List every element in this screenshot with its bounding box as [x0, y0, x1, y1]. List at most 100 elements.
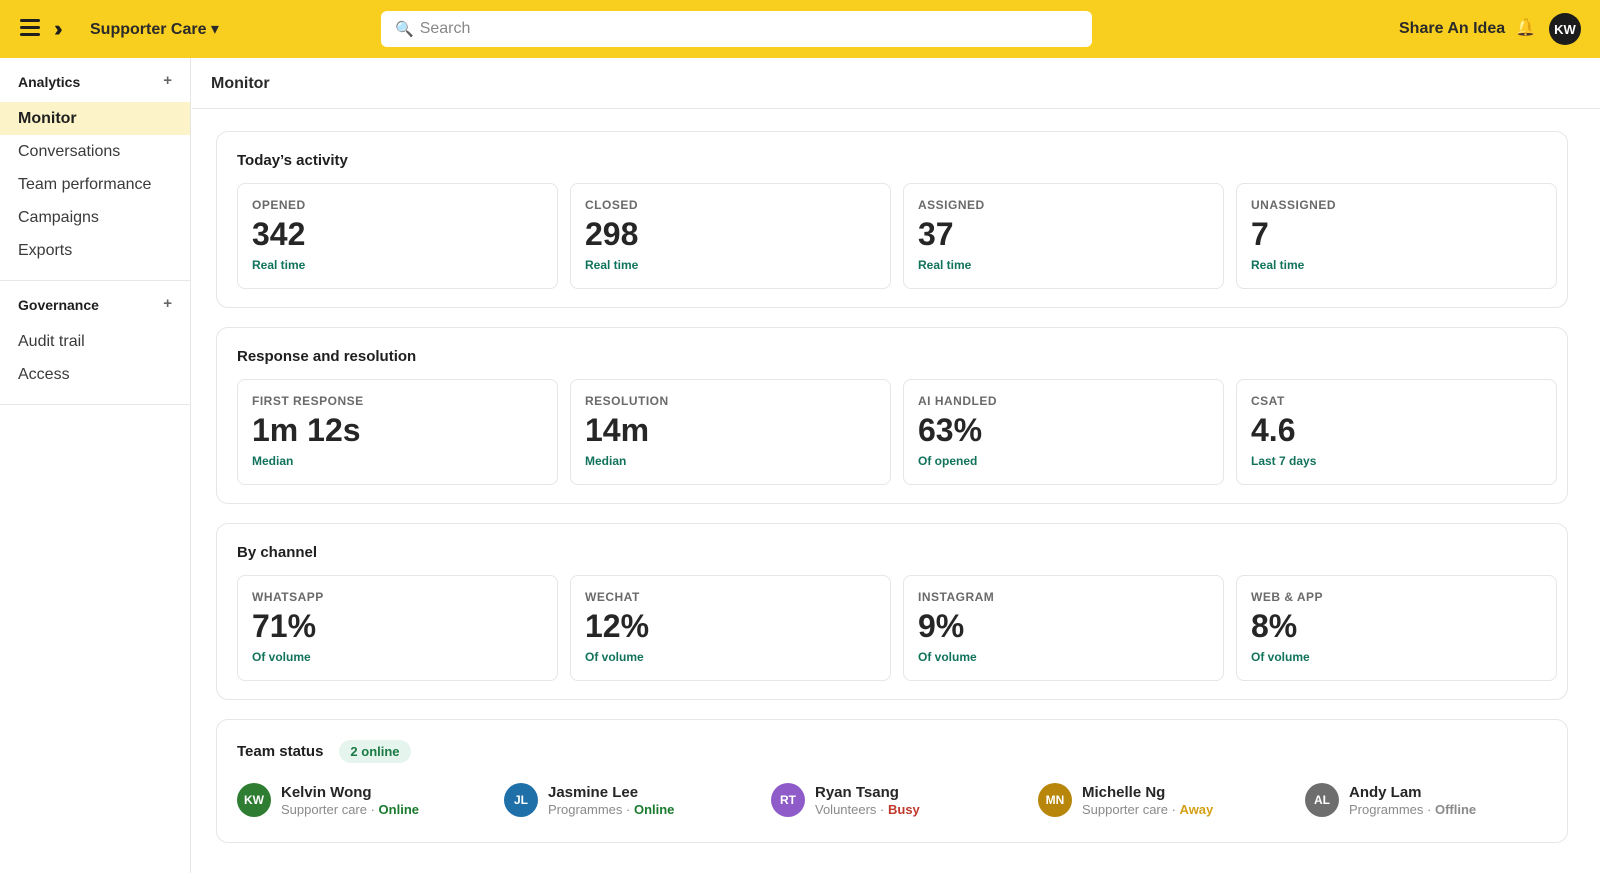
stat-card-first-response: FIRST RESPONSE 1m 12s Median	[237, 379, 558, 485]
page-title: Monitor	[192, 58, 1600, 109]
share-idea-button[interactable]: Share An Idea	[1399, 20, 1506, 37]
stat-card-closed: CLOSED 298 Real time	[570, 183, 891, 289]
stat-value: 9%	[918, 608, 965, 644]
stat-label: UNASSIGNED	[1251, 198, 1337, 212]
stat-card-instagram: INSTAGRAM 9% Of volume	[903, 575, 1224, 681]
team-member[interactable]: KW Kelvin Wong Supporter care · Online	[237, 783, 504, 817]
hamburger-menu-icon[interactable]	[20, 19, 40, 37]
team-member[interactable]: JL Jasmine Lee Programmes · Online	[504, 783, 771, 817]
team-member-list: KW Kelvin Wong Supporter care · Online J…	[237, 783, 1572, 817]
team-member[interactable]: MN Michelle Ng Supporter care · Away	[1038, 783, 1305, 817]
stat-card-ai-handled: AI HANDLED 63% Of opened	[903, 379, 1224, 485]
stat-card-opened: OPENED 342 Real time	[237, 183, 558, 289]
member-status: Online	[378, 801, 419, 817]
sidebar: Analytics + Monitor Conversations Team p…	[0, 58, 191, 873]
sidebar-item-campaigns[interactable]: Campaigns	[18, 208, 99, 226]
stat-label: RESOLUTION	[585, 394, 669, 408]
stat-card-resolution: RESOLUTION 14m Median	[570, 379, 891, 485]
member-status: Online	[633, 801, 675, 817]
double-chevron-right-icon[interactable]: ››	[54, 16, 62, 41]
panel-title: Team status	[237, 743, 324, 760]
sidebar-item-exports[interactable]: Exports	[18, 241, 73, 259]
stat-subtext: Real time	[585, 258, 639, 272]
stat-value: 37	[918, 216, 954, 252]
member-name: Ryan Tsang	[815, 783, 899, 801]
member-team: Supporter care ·	[1082, 801, 1180, 817]
divider	[0, 280, 190, 281]
avatar: KW	[237, 783, 271, 817]
member-team: Programmes ·	[1349, 801, 1435, 817]
stat-value: 1m 12s	[252, 412, 361, 448]
online-count-badge: 2 online	[339, 740, 411, 763]
search-input[interactable]	[419, 20, 1060, 38]
stat-subtext: Last 7 days	[1251, 454, 1317, 468]
sidebar-item-monitor[interactable]: Monitor	[0, 102, 190, 135]
stat-label: WECHAT	[585, 590, 640, 604]
stat-subtext: Of opened	[918, 454, 978, 468]
stat-value: 4.6	[1251, 412, 1296, 448]
avatar: MN	[1038, 783, 1072, 817]
stat-value: 342	[252, 216, 306, 252]
top-bar: ›› Supporter Care ▾ 🔍 Share An Idea 🔔 KW	[0, 0, 1600, 58]
panel-title: Response and resolution	[237, 348, 417, 365]
stat-subtext: Median	[252, 454, 294, 468]
stat-label: OPENED	[252, 198, 306, 212]
sidebar-section-analytics: Analytics +	[0, 58, 190, 102]
avatar: JL	[504, 783, 538, 817]
member-status: Busy	[888, 801, 920, 817]
sidebar-item-team-performance[interactable]: Team performance	[18, 175, 152, 193]
stat-card-wechat: WECHAT 12% Of volume	[570, 575, 891, 681]
sidebar-item-conversations[interactable]: Conversations	[18, 142, 121, 160]
member-team: Supporter care ·	[281, 801, 379, 817]
stat-card-unassigned: UNASSIGNED 7 Real time	[1236, 183, 1557, 289]
bell-icon[interactable]: 🔔	[1515, 18, 1537, 37]
stat-subtext: Of volume	[1251, 650, 1310, 664]
stat-value: 71%	[252, 608, 317, 644]
stat-subtext: Of volume	[918, 650, 977, 664]
member-team: Volunteers ·	[815, 801, 888, 817]
sidebar-section-title: Analytics	[18, 74, 81, 90]
stat-label: INSTAGRAM	[918, 590, 995, 604]
member-status: Offline	[1434, 801, 1477, 817]
stat-label: WEB & APP	[1251, 590, 1324, 604]
member-name: Jasmine Lee	[548, 783, 639, 801]
stat-subtext: Of volume	[585, 650, 644, 664]
panel-by-channel: By channel WHATSAPP 71% Of volume WECHAT…	[216, 523, 1568, 700]
stat-value: 8%	[1251, 608, 1298, 644]
stat-card-assigned: ASSIGNED 37 Real time	[903, 183, 1224, 289]
member-name: Michelle Ng	[1082, 783, 1166, 801]
workspace-switcher[interactable]: Supporter Care ▾	[90, 21, 219, 38]
stat-subtext: Real time	[252, 258, 306, 272]
stat-value: 63%	[918, 412, 983, 448]
plus-icon[interactable]: +	[163, 72, 172, 89]
stat-value: 298	[585, 216, 639, 252]
search-box[interactable]: 🔍	[381, 11, 1092, 47]
sidebar-section-title: Governance	[18, 297, 99, 313]
stat-label: AI HANDLED	[918, 394, 997, 408]
panel-response-resolution: Response and resolution FIRST RESPONSE 1…	[216, 327, 1568, 504]
sidebar-section-governance: Governance +	[0, 281, 190, 325]
panel-title: By channel	[237, 544, 318, 561]
stat-label: WHATSAPP	[252, 590, 324, 604]
member-status: Away	[1179, 801, 1214, 817]
stat-label: ASSIGNED	[918, 198, 985, 212]
stat-card-csat: CSAT 4.6 Last 7 days	[1236, 379, 1557, 485]
stat-value: 14m	[585, 412, 650, 448]
team-member[interactable]: AL Andy Lam Programmes · Offline	[1305, 783, 1572, 817]
sidebar-item-audit-trail[interactable]: Audit trail	[18, 332, 85, 350]
stat-label: FIRST RESPONSE	[252, 394, 364, 408]
stat-card-whatsapp: WHATSAPP 71% Of volume	[237, 575, 558, 681]
sidebar-item-access[interactable]: Access	[18, 365, 70, 383]
member-team: Programmes ·	[548, 801, 634, 817]
team-member[interactable]: RT Ryan Tsang Volunteers · Busy	[771, 783, 1038, 817]
stat-label: CSAT	[1251, 394, 1285, 408]
stat-subtext: Median	[585, 454, 627, 468]
stat-value: 12%	[585, 608, 650, 644]
stat-value: 7	[1251, 216, 1269, 252]
search-icon: 🔍	[395, 21, 414, 38]
plus-icon[interactable]: +	[163, 295, 172, 312]
user-avatar[interactable]: KW	[1549, 13, 1581, 45]
member-name: Andy Lam	[1349, 783, 1422, 801]
divider	[0, 404, 190, 405]
main-content: Monitor Today’s activity OPENED 342 Real…	[192, 58, 1600, 873]
